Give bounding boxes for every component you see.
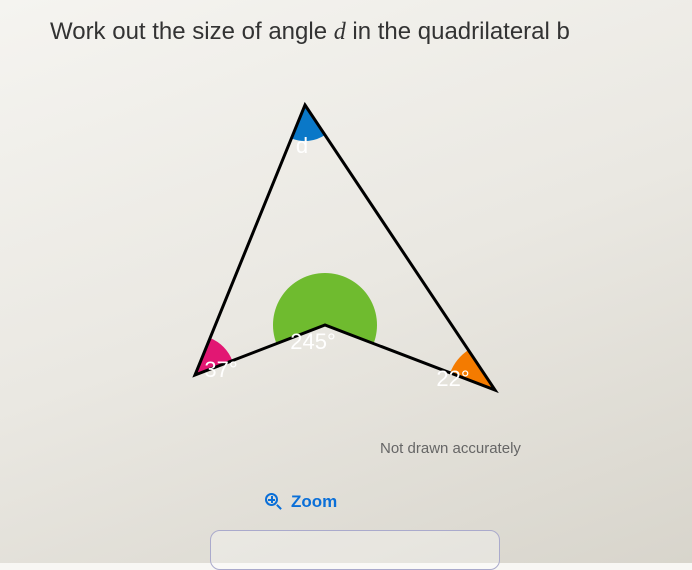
zoom-in-icon [265, 493, 283, 511]
question-suffix: in the quadrilateral b [346, 18, 570, 45]
zoom-label: Zoom [291, 492, 337, 512]
accuracy-note: Not drawn accurately [380, 440, 521, 457]
question-text: Work out the size of angle d in the quad… [50, 18, 570, 46]
question-prefix: Work out the size of angle [50, 18, 334, 45]
answer-input-box[interactable] [210, 530, 500, 570]
svg-text:d: d [296, 133, 308, 158]
quadrilateral-diagram: d 245° 37° 22° [120, 90, 540, 430]
svg-text:37°: 37° [204, 357, 237, 382]
svg-text:22°: 22° [436, 366, 469, 391]
zoom-button[interactable]: Zoom [265, 492, 337, 512]
svg-text:245°: 245° [290, 329, 336, 354]
question-variable: d [334, 19, 346, 45]
